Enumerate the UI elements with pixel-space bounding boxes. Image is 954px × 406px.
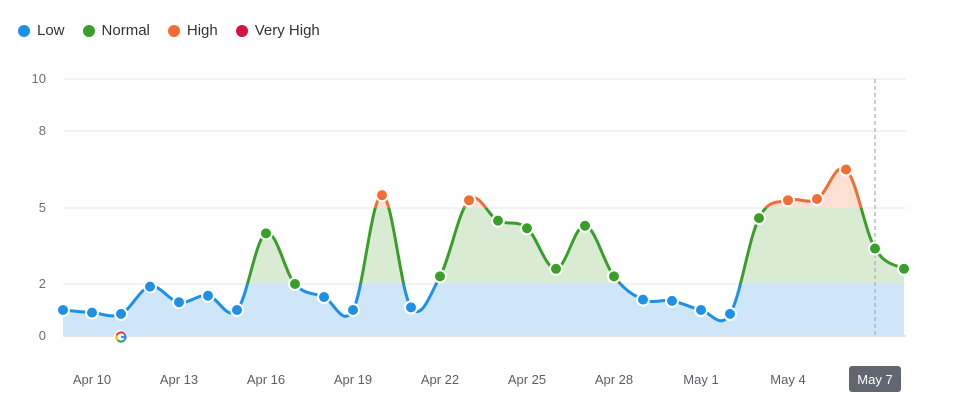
y-tick-label-10: 10 bbox=[32, 71, 46, 86]
x-tick-label-apr-25: Apr 25 bbox=[508, 372, 546, 387]
x-tick-label-apr-28: Apr 28 bbox=[595, 372, 633, 387]
data-point-apr-11[interactable] bbox=[114, 306, 128, 321]
legend-low-dot bbox=[18, 24, 30, 37]
data-point-apr-21[interactable] bbox=[404, 300, 418, 315]
data-point-apr-22[interactable] bbox=[433, 269, 447, 284]
x-tick-label-apr-10: Apr 10 bbox=[73, 372, 111, 387]
y-tick-label-5: 5 bbox=[39, 200, 46, 215]
data-point-may-4[interactable] bbox=[781, 193, 795, 208]
data-point-apr-14[interactable] bbox=[201, 288, 215, 303]
google-marker-red-arc bbox=[115, 331, 126, 336]
data-point-apr-27[interactable] bbox=[578, 218, 592, 233]
data-point-apr-20[interactable] bbox=[375, 188, 389, 203]
y-tick-label-2: 2 bbox=[39, 276, 46, 291]
y-axis: 0 2 5 8 10 bbox=[32, 71, 46, 343]
data-point-apr-28[interactable] bbox=[607, 269, 621, 284]
area-fills bbox=[63, 167, 904, 336]
data-point-apr-29[interactable] bbox=[636, 292, 650, 307]
data-point-apr-24[interactable] bbox=[491, 213, 505, 228]
data-point-apr-9[interactable] bbox=[56, 303, 70, 317]
low-area-fill bbox=[63, 284, 904, 336]
data-point-may-8[interactable] bbox=[897, 261, 911, 276]
data-point-apr-23[interactable] bbox=[462, 193, 476, 208]
data-point-apr-12[interactable] bbox=[143, 279, 157, 294]
y-tick-label-0: 0 bbox=[39, 328, 46, 343]
legend-normal-dot bbox=[82, 24, 95, 37]
data-point-apr-25[interactable] bbox=[520, 221, 534, 236]
x-tick-label-apr-13: Apr 13 bbox=[160, 372, 198, 387]
google-marker-yellow-arc bbox=[115, 335, 119, 342]
data-point-apr-17[interactable] bbox=[288, 277, 302, 291]
x-tick-badge-may-7 bbox=[849, 366, 901, 392]
data-point-apr-26[interactable] bbox=[549, 261, 563, 276]
normal-area-fill bbox=[247, 208, 904, 284]
data-point-apr-15[interactable] bbox=[230, 303, 244, 317]
legend-item-very-high[interactable]: Very High bbox=[235, 22, 320, 39]
x-axis: Apr 10 Apr 13 Apr 16 Apr 19 Apr 22 Apr 25 Apr … bbox=[73, 366, 901, 392]
legend-high-dot bbox=[167, 24, 180, 37]
legend-item-low[interactable]: Low bbox=[18, 22, 65, 39]
chart-legend: Low Normal High Very High bbox=[18, 22, 320, 39]
data-point-apr-19[interactable] bbox=[346, 303, 360, 317]
data-points bbox=[56, 162, 911, 321]
data-point-may-5[interactable] bbox=[810, 192, 824, 207]
legend-low-label: Low bbox=[37, 22, 65, 39]
legend-very-high-dot bbox=[235, 24, 248, 37]
data-point-apr-30[interactable] bbox=[665, 293, 679, 308]
data-point-apr-10[interactable] bbox=[85, 305, 99, 320]
x-tick-label-apr-16: Apr 16 bbox=[247, 372, 285, 387]
x-tick-label-may-4: May 4 bbox=[770, 372, 805, 387]
x-tick-label-may-7: May 7 bbox=[857, 372, 892, 387]
data-point-may-2[interactable] bbox=[723, 306, 737, 321]
data-point-may-3[interactable] bbox=[752, 211, 766, 226]
x-tick-label-may-1: May 1 bbox=[683, 372, 718, 387]
google-update-marker[interactable] bbox=[114, 330, 128, 344]
data-point-may-7[interactable] bbox=[868, 241, 882, 256]
y-tick-label-8: 8 bbox=[39, 123, 46, 138]
x-tick-label-apr-22: Apr 22 bbox=[421, 372, 459, 387]
data-point-may-1[interactable] bbox=[694, 303, 708, 317]
data-point-apr-16[interactable] bbox=[259, 226, 273, 241]
legend-very-high-label: Very High bbox=[254, 22, 320, 39]
legend-high-label: High bbox=[186, 22, 218, 39]
legend-normal-label: Normal bbox=[101, 22, 150, 39]
legend-item-normal[interactable]: Normal bbox=[82, 22, 150, 39]
x-tick-label-apr-19: Apr 19 bbox=[334, 372, 372, 387]
legend-item-high[interactable]: High bbox=[167, 22, 218, 39]
data-point-apr-13[interactable] bbox=[172, 295, 186, 310]
data-point-apr-18[interactable] bbox=[317, 290, 331, 304]
data-point-may-6[interactable] bbox=[839, 162, 853, 177]
google-marker-green-arc bbox=[116, 339, 126, 343]
